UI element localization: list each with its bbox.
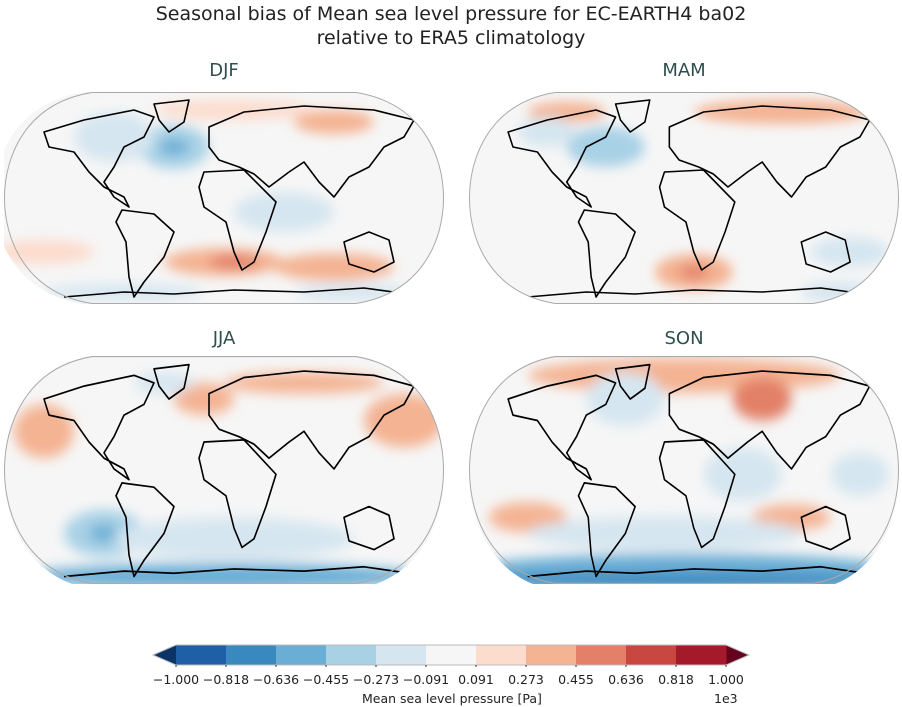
bias-contour-region [693, 100, 870, 124]
bias-contour-region [4, 240, 94, 264]
colorbar-tick-label: −1.000 [152, 672, 200, 687]
colorbar-tick-label: 0.091 [458, 672, 494, 687]
bias-contour-region [14, 404, 74, 459]
colorbar-segment [426, 645, 477, 665]
colorbar-segment [276, 645, 327, 665]
colorbar-under-extension [153, 645, 176, 665]
bias-contour-region [224, 372, 384, 394]
bias-contour-region [527, 102, 606, 122]
map-panel-jja [4, 356, 444, 584]
map-panel-djf [4, 92, 444, 304]
bias-contour-region [174, 382, 234, 416]
figure-title-line2: relative to ERA5 climatology [316, 27, 586, 49]
bias-contour-region [159, 139, 189, 155]
bias-contour-region [89, 524, 119, 543]
colorbar-tick-label: −0.091 [402, 672, 450, 687]
colorbar-segment [576, 645, 627, 665]
bias-contour-region [566, 127, 645, 167]
figure-title-line1: Seasonal bias of Mean sea level pressure… [155, 3, 747, 25]
colorbar-tick-label: 0.273 [508, 672, 544, 687]
colorbar [151, 644, 751, 667]
colorbar-segment [476, 645, 527, 665]
bias-contour-region [154, 100, 314, 120]
colorbar-segment [376, 645, 427, 665]
map-boundary [4, 356, 444, 584]
bias-contour-region [114, 517, 354, 561]
colorbar-segment [326, 645, 377, 665]
bias-contour-region [134, 372, 194, 394]
bias-contour-region [732, 377, 792, 421]
map-panel-mam [469, 92, 899, 304]
bias-contour-region [586, 372, 665, 426]
map-boundary [4, 92, 444, 304]
bias-contour-region [209, 255, 259, 269]
panel-title-mam: MAM [662, 60, 706, 81]
bias-contour-region [830, 452, 890, 496]
colorbar-tick-label: 0.636 [608, 672, 644, 687]
colorbar-segment [176, 645, 227, 665]
colorbar-tick-label: −0.455 [302, 672, 350, 687]
colorbar-multiplier: 1e3 [714, 691, 738, 706]
colorbar-tick-label: 1.000 [708, 672, 744, 687]
bias-contour-region [74, 112, 154, 162]
map-boundary [469, 356, 899, 584]
bias-contour-region [527, 516, 802, 551]
bias-contour-region [703, 447, 782, 502]
colorbar-segment [676, 645, 727, 665]
colorbar-segment [226, 645, 277, 665]
colorbar-segment [526, 645, 577, 665]
colorbar-tick-label: 0.455 [558, 672, 594, 687]
bias-contour-region [234, 192, 334, 232]
bias-contour-region [294, 110, 374, 134]
panel-title-jja: JJA [212, 328, 236, 349]
colorbar-tick-label: −0.818 [202, 672, 250, 687]
bias-contour-region [801, 282, 880, 302]
bias-contour-region [469, 573, 899, 584]
map-panel-son [469, 356, 899, 584]
colorbar-over-extension [726, 645, 749, 665]
bias-contour-region [517, 117, 577, 147]
panel-title-son: SON [664, 328, 704, 349]
bias-contour-region [811, 237, 890, 267]
colorbar-tick-label: 0.818 [658, 672, 694, 687]
colorbar-tick-label: −0.636 [252, 672, 300, 687]
colorbar-tick-label: −0.273 [352, 672, 400, 687]
colorbar-segment [626, 645, 677, 665]
bias-contour-region [679, 265, 709, 279]
colorbar-label: Mean sea level pressure [Pa] [362, 691, 542, 706]
map-boundary [469, 92, 899, 304]
panel-title-djf: DJF [209, 60, 239, 81]
bias-contour-region [274, 253, 394, 281]
bias-contour-region [364, 393, 444, 448]
